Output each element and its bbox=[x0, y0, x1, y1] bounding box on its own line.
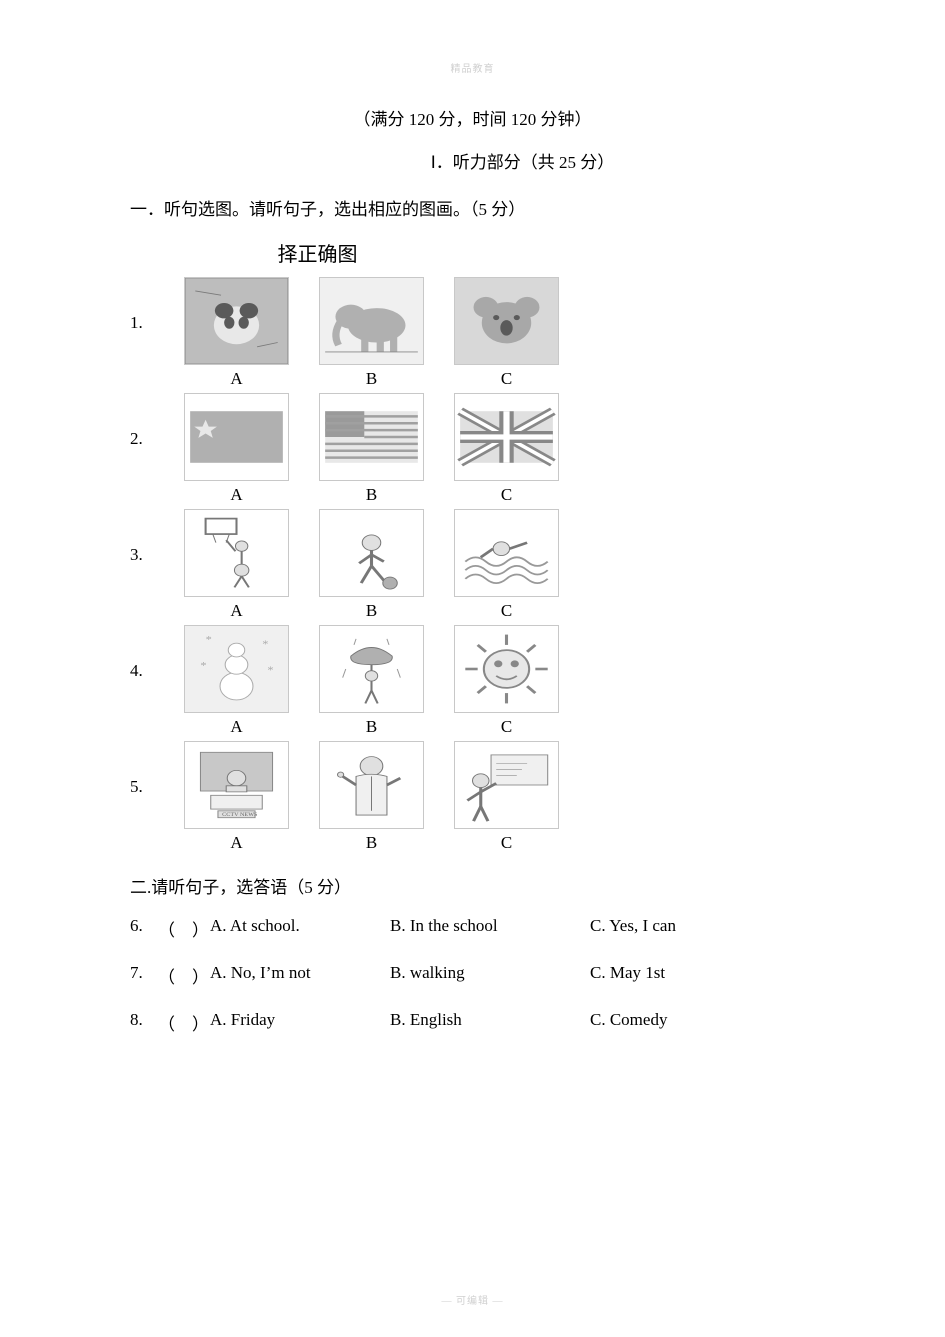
option-label: B bbox=[366, 601, 377, 621]
sub-title: 择正确图 bbox=[130, 238, 815, 267]
text-questions-block: 6.（ ）A. At school.B. In the schoolC. Yes… bbox=[130, 916, 815, 1035]
usa-flag-icon bbox=[319, 393, 424, 481]
image-option[interactable]: C bbox=[454, 741, 559, 853]
option-label: A bbox=[230, 485, 242, 505]
image-option[interactable]: A bbox=[184, 393, 289, 505]
option-label: C bbox=[501, 369, 512, 389]
option-c[interactable]: C. May 1st bbox=[590, 963, 815, 988]
options-row: A. FridayB. EnglishC. Comedy bbox=[210, 1010, 815, 1035]
rain-icon bbox=[319, 625, 424, 713]
question-number: 5. bbox=[130, 777, 154, 817]
question-number: 2. bbox=[130, 429, 154, 469]
image-option[interactable]: CCTV NEWS A bbox=[184, 741, 289, 853]
image-row: 4. * * * * A B C bbox=[130, 625, 815, 737]
question-number: 8. bbox=[130, 1010, 158, 1035]
question-number: 4. bbox=[130, 661, 154, 701]
image-row: 3. A B C bbox=[130, 509, 815, 621]
text-question: 8.（ ）A. FridayB. EnglishC. Comedy bbox=[130, 1010, 815, 1035]
soccer-icon bbox=[319, 509, 424, 597]
image-row: 5. CCTV NEWS A B C bbox=[130, 741, 815, 853]
option-b[interactable]: B. English bbox=[390, 1010, 590, 1035]
option-c[interactable]: C. Yes, I can bbox=[590, 916, 815, 941]
option-label: B bbox=[366, 485, 377, 505]
question-number: 1. bbox=[130, 313, 154, 353]
instruction-1: 一．听句选图。请听句子，选出相应的图画。（5 分） bbox=[130, 195, 815, 220]
image-option[interactable]: B bbox=[319, 277, 424, 389]
option-label: A bbox=[230, 833, 242, 853]
option-label: A bbox=[230, 717, 242, 737]
svg-text:*: * bbox=[200, 661, 207, 672]
image-option[interactable]: C bbox=[454, 277, 559, 389]
option-label: B bbox=[366, 717, 377, 737]
koala-icon bbox=[454, 277, 559, 365]
section1-title: Ⅰ．听力部分（共 25 分） bbox=[130, 148, 815, 173]
image-option[interactable]: C bbox=[454, 393, 559, 505]
news-anchor-icon: CCTV NEWS bbox=[184, 741, 289, 829]
exam-info: （满分 120 分，时间 120 分钟） bbox=[130, 105, 815, 130]
option-c[interactable]: C. Comedy bbox=[590, 1010, 815, 1035]
panda-icon bbox=[184, 277, 289, 365]
options-row: A. No, I’m notB. walkingC. May 1st bbox=[210, 963, 815, 988]
image-choice-grid: 1. A B C 2. A B C 3. A B C 4. * * * * A B C 5. CCTV NEWS A B C bbox=[130, 277, 815, 853]
option-label: B bbox=[366, 833, 377, 853]
china-flag-icon bbox=[184, 393, 289, 481]
option-label: C bbox=[501, 485, 512, 505]
image-row: 2. A B C bbox=[130, 393, 815, 505]
doctor-icon bbox=[319, 741, 424, 829]
image-option[interactable]: B bbox=[319, 393, 424, 505]
option-label: B bbox=[366, 369, 377, 389]
text-question: 6.（ ）A. At school.B. In the schoolC. Yes… bbox=[130, 916, 815, 941]
svg-text:*: * bbox=[206, 635, 213, 646]
option-a[interactable]: A. No, I’m not bbox=[210, 963, 390, 988]
svg-text:CCTV NEWS: CCTV NEWS bbox=[222, 812, 257, 817]
swim-icon bbox=[454, 509, 559, 597]
answer-blank[interactable]: （ ） bbox=[158, 1010, 210, 1035]
option-b[interactable]: B. In the school bbox=[390, 916, 590, 941]
teacher-icon bbox=[454, 741, 559, 829]
option-label: A bbox=[230, 369, 242, 389]
image-option[interactable]: B bbox=[319, 625, 424, 737]
image-option[interactable]: C bbox=[454, 625, 559, 737]
question-number: 6. bbox=[130, 916, 158, 941]
option-a[interactable]: A. Friday bbox=[210, 1010, 390, 1035]
answer-blank[interactable]: （ ） bbox=[158, 916, 210, 941]
uk-flag-icon bbox=[454, 393, 559, 481]
image-option[interactable]: B bbox=[319, 741, 424, 853]
question-number: 7. bbox=[130, 963, 158, 988]
answer-blank[interactable]: （ ） bbox=[158, 963, 210, 988]
image-option[interactable]: A bbox=[184, 277, 289, 389]
snow-icon: * * * * bbox=[184, 625, 289, 713]
option-label: A bbox=[230, 601, 242, 621]
option-label: C bbox=[501, 601, 512, 621]
svg-text:*: * bbox=[262, 639, 269, 650]
header-watermark: 精品教育 bbox=[130, 60, 815, 75]
svg-text:*: * bbox=[267, 665, 274, 676]
footer-watermark: — 可编辑 — bbox=[0, 1292, 945, 1307]
elephant-icon bbox=[319, 277, 424, 365]
instruction-2: 二.请听句子，选答语（5 分） bbox=[130, 873, 815, 898]
image-option[interactable]: * * * * A bbox=[184, 625, 289, 737]
exam-page: 精品教育 （满分 120 分，时间 120 分钟） Ⅰ．听力部分（共 25 分）… bbox=[0, 0, 945, 1337]
option-label: C bbox=[501, 717, 512, 737]
sun-icon bbox=[454, 625, 559, 713]
question-number: 3. bbox=[130, 545, 154, 585]
option-a[interactable]: A. At school. bbox=[210, 916, 390, 941]
image-row: 1. A B C bbox=[130, 277, 815, 389]
basketball-icon bbox=[184, 509, 289, 597]
option-b[interactable]: B. walking bbox=[390, 963, 590, 988]
option-label: C bbox=[501, 833, 512, 853]
image-option[interactable]: C bbox=[454, 509, 559, 621]
text-question: 7.（ ）A. No, I’m notB. walkingC. May 1st bbox=[130, 963, 815, 988]
options-row: A. At school.B. In the schoolC. Yes, I c… bbox=[210, 916, 815, 941]
image-option[interactable]: A bbox=[184, 509, 289, 621]
image-option[interactable]: B bbox=[319, 509, 424, 621]
